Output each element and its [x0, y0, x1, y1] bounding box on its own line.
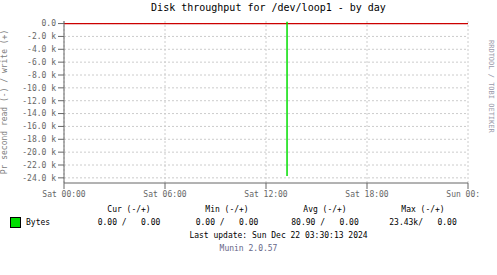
- svg-text:-22.0 k: -22.0 k: [22, 161, 56, 170]
- svg-text:-4.0 k: -4.0 k: [27, 45, 56, 54]
- svg-text:-14.0 k: -14.0 k: [22, 109, 56, 118]
- svg-text:Sun 00:00: Sun 00:00: [446, 190, 480, 199]
- svg-text:-10.0 k: -10.0 k: [22, 84, 56, 93]
- html-text:Max (-/+): Max (-/+): [401, 205, 445, 214]
- html-text:0.00 / 0.00: 0.00 / 0.00: [195, 218, 259, 227]
- svg-text:Sat 06:00: Sat 06:00: [143, 190, 187, 199]
- html-text:Min (-/+): Min (-/+): [205, 205, 249, 214]
- svg-text:-20.0 k: -20.0 k: [22, 148, 56, 157]
- svg-text:-18.0 k: -18.0 k: [22, 135, 56, 144]
- html-text:0.00 / 0.00: 0.00 / 0.00: [97, 218, 161, 227]
- svg-text:-16.0 k: -16.0 k: [22, 122, 56, 131]
- html-text:Bytes: Bytes: [26, 218, 51, 227]
- html-text:Cur (-/+): Cur (-/+): [107, 205, 151, 214]
- svg-text:0.0: 0.0: [42, 19, 57, 28]
- svg-text:-6.0 k: -6.0 k: [27, 58, 56, 67]
- html-text:80.90 / 0.00: 80.90 / 0.00: [291, 218, 359, 227]
- html-text:23.43k/ 0.00: 23.43k/ 0.00: [389, 218, 457, 227]
- svg-text:Sat 18:00: Sat 18:00: [345, 190, 389, 199]
- html-text:RRDTOOL / TOBI OETIKER: RRDTOOL / TOBI OETIKER: [487, 40, 495, 133]
- svg-text:-2.0 k: -2.0 k: [27, 32, 56, 41]
- html-text:Last update: Sun Dec 22 03:30:: Last update: Sun Dec 22 03:30:13 2024: [189, 231, 368, 240]
- svg-text:-8.0 k: -8.0 k: [27, 71, 56, 80]
- svg-text:Pr second read (-) / write (+): Pr second read (-) / write (+): [8, 30, 9, 175]
- svg-text:-12.0 k: -12.0 k: [22, 97, 56, 106]
- html-text:Avg (-/+): Avg (-/+): [303, 205, 347, 214]
- html-text:Munin 2.0.57: Munin 2.0.57: [219, 244, 278, 253]
- html-text:Disk throughput for /dev/loop1: Disk throughput for /dev/loop1 - by day: [151, 2, 386, 13]
- svg-text:-24.0 k: -24.0 k: [22, 174, 56, 183]
- svg-text:Sat 00:00: Sat 00:00: [42, 190, 86, 199]
- svg-text:Sat 12:00: Sat 12:00: [244, 190, 288, 199]
